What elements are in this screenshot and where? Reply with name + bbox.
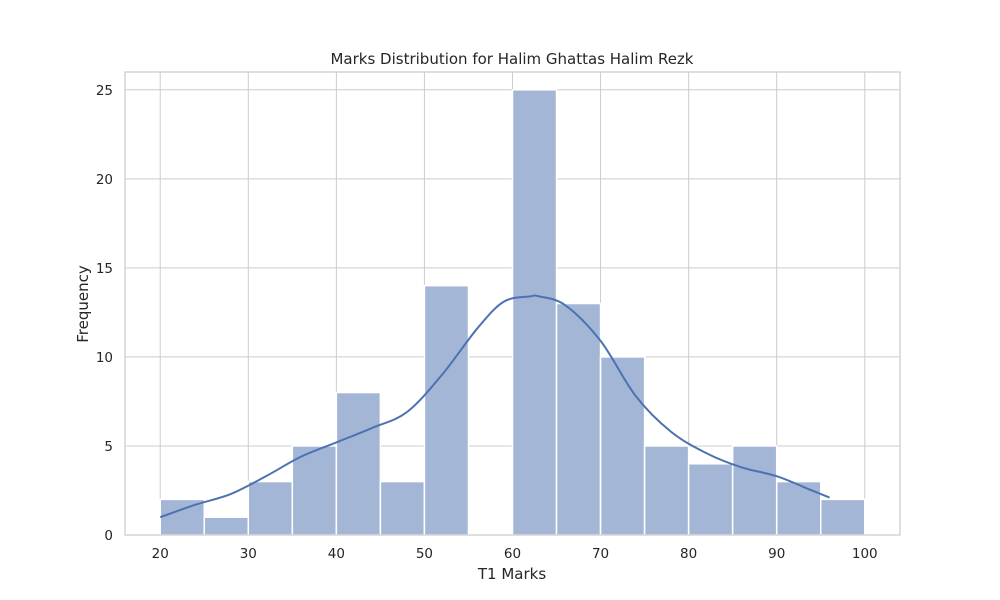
y-tick-label: 15	[96, 261, 113, 277]
x-tick-label: 50	[416, 546, 433, 562]
x-tick-label: 40	[328, 546, 345, 562]
histogram-bar-15	[775, 480, 822, 536]
x-tick-label: 20	[152, 546, 169, 562]
plot-frame	[124, 71, 901, 536]
y-tick-label: 25	[96, 83, 113, 99]
histogram-bar-6	[379, 480, 426, 536]
y-tick-label: 0	[104, 528, 113, 544]
x-tick-label: 90	[768, 546, 785, 562]
histogram-bar-14	[731, 445, 778, 536]
y-tick-label: 5	[104, 439, 113, 455]
x-tick-label: 80	[680, 546, 697, 562]
histogram-bar-13	[687, 463, 734, 536]
y-tick-label: 10	[96, 350, 113, 366]
histogram-bar-7	[423, 284, 470, 536]
histogram-bar-10	[555, 302, 602, 536]
histogram-bar-3	[247, 480, 294, 536]
histogram-bar-16	[819, 498, 866, 536]
x-tick-label: 70	[592, 546, 609, 562]
y-axis-label: Frequency	[74, 265, 92, 343]
x-tick-label: 60	[504, 546, 521, 562]
y-tick-labels: 0 5 10 15 20 25	[96, 83, 113, 544]
kde-line	[159, 294, 830, 519]
bars-layer	[159, 89, 866, 536]
histogram-bar-4	[291, 445, 338, 536]
histogram-bar-9	[511, 89, 558, 536]
x-tick-label: 100	[852, 546, 878, 562]
y-tick-label: 20	[96, 172, 113, 188]
chart-title: Marks Distribution for Halim Ghattas Hal…	[330, 50, 693, 68]
histogram-bar-5	[335, 391, 382, 536]
histogram-bar-12	[643, 445, 690, 536]
kde-layer	[159, 294, 830, 519]
x-tick-labels: 20 30 40 50 60 70 80 90 100	[152, 546, 878, 562]
x-axis-label: T1 Marks	[477, 565, 546, 583]
histogram-bar-11	[599, 356, 646, 536]
x-tick-label: 30	[240, 546, 257, 562]
histogram-bar-2	[203, 516, 250, 536]
